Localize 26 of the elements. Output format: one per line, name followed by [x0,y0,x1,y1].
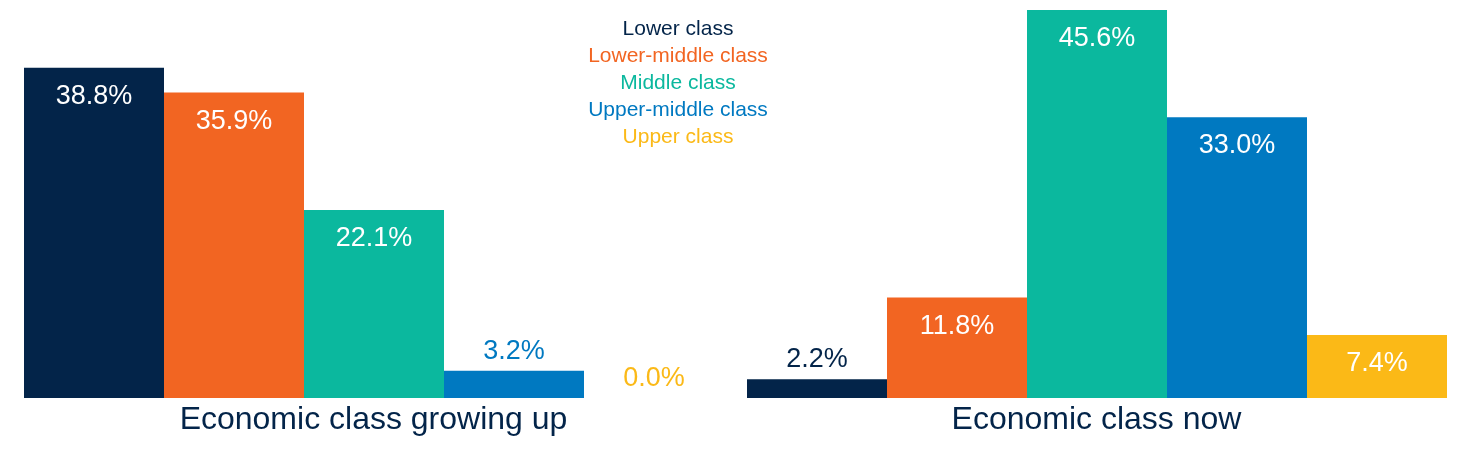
bar [887,297,1027,398]
text: Upper-middle class [587,96,769,122]
text: Lower class [621,15,735,41]
bar [1027,10,1167,398]
data-label: 38.8% [55,79,133,110]
text: Upper class [621,123,735,149]
x-tick-label: Economic class growing up [179,399,568,436]
bar [164,92,304,398]
bar [1307,335,1447,398]
data-label: 45.6% [1058,22,1136,52]
data-label: 33.0% [1198,129,1276,160]
data-label: 35.9% [195,104,273,135]
text: Lower-middle class [587,42,769,68]
data-label: 2.2% [786,343,848,374]
bar [747,379,887,398]
data-label: 0.0% [623,361,685,392]
bar [24,67,164,398]
data-label: 7.4% [1346,347,1408,378]
bar [1167,117,1307,398]
data-label: 22.1% [335,221,413,252]
bar [444,370,584,398]
data-label: 11.8% [919,309,995,340]
text: Middle class [619,69,737,95]
x-tick-label: Economic class now [951,399,1243,436]
bar [304,209,444,398]
data-label: 3.2% [483,334,545,365]
